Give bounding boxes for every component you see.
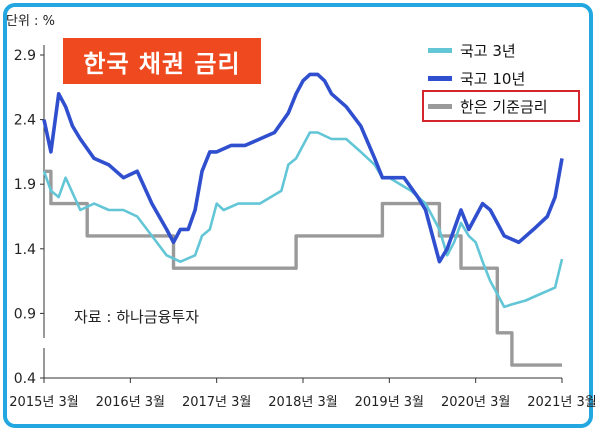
series-line-base-rate <box>44 169 562 367</box>
unit-label: 단위 : % <box>6 14 55 29</box>
x-tick-label: 2021년 3월 <box>527 395 596 410</box>
x-tick-label: 2019년 3월 <box>355 395 424 410</box>
y-tick-label: 1.9 <box>14 177 36 193</box>
legend-label-10y: 국고 10년 <box>460 69 526 88</box>
y-tick-label: 1.4 <box>14 242 36 258</box>
chart-title: 한국 채권 금리 <box>63 38 261 84</box>
y-tick-label: 2.9 <box>14 48 36 64</box>
legend-label-base-rate: 한은 기준금리 <box>460 97 548 116</box>
y-tick-label: 0.4 <box>14 371 36 387</box>
x-tick-label: 2015년 3월 <box>9 395 78 410</box>
legend-label-3y: 국고 3년 <box>460 41 516 60</box>
y-tick-label: 2.4 <box>14 113 36 129</box>
legend-item-10y: 국고 10년 <box>428 64 588 92</box>
source-note: 자료 : 하나금융투자 <box>74 308 199 326</box>
series-line-10y <box>42 72 564 264</box>
series-line-3y <box>42 131 564 309</box>
x-tick-label: 2020년 3월 <box>441 395 510 410</box>
y-tick-label: 0.9 <box>14 306 36 322</box>
x-tick-label: 2016년 3월 <box>96 395 165 410</box>
chart-title-text: 한국 채권 금리 <box>83 49 241 78</box>
legend: 국고 3년 국고 10년 한은 기준금리 <box>422 36 588 122</box>
legend-item-base-rate: 한은 기준금리 <box>422 90 580 122</box>
legend-swatch-10y <box>428 75 452 81</box>
x-tick-label: 2017년 3월 <box>182 395 251 410</box>
x-tick-label: 2018년 3월 <box>268 395 337 410</box>
legend-item-3y: 국고 3년 <box>428 36 588 64</box>
legend-swatch-3y <box>428 47 452 53</box>
legend-swatch-base-rate <box>428 103 452 109</box>
